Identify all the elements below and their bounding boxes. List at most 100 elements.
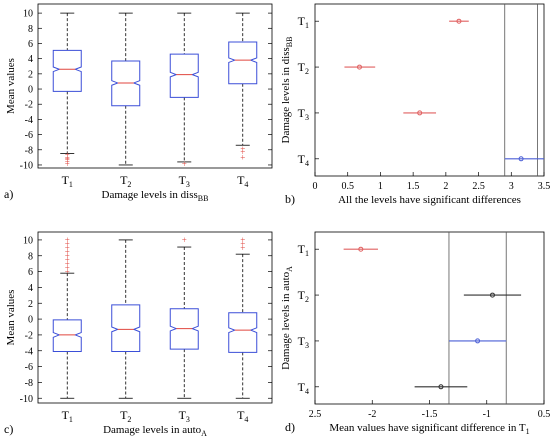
y-category-label: T1 (298, 14, 309, 30)
notched-box (228, 41, 258, 85)
x-tick-label: -1.5 (422, 409, 438, 420)
y-tick-label: -10 (20, 394, 33, 405)
y-category-label: T2 (298, 288, 309, 304)
y-axis-label-main: Damage levels in auto (280, 271, 292, 370)
y-category-label: T3 (298, 334, 309, 350)
y-tick-label: 6 (28, 39, 33, 50)
x-axis-label-main: Damage levels in auto (103, 424, 202, 436)
outlier-point: + (65, 243, 70, 253)
x-category-label-sub: 3 (186, 180, 190, 189)
x-tick-label: 2.5 (309, 409, 322, 420)
x-category-label: T3 (179, 173, 190, 189)
panel-label: c) (4, 422, 13, 436)
y-tick-label: 0 (28, 85, 33, 96)
x-axis-label: All the levels have significant differen… (338, 194, 521, 206)
x-tick-label: 1.5 (407, 181, 420, 192)
outlier-point: + (65, 155, 70, 165)
y-category-label-main: T (298, 152, 306, 166)
y-tick-label: 8 (28, 24, 33, 35)
x-category-label-sub: 3 (186, 415, 190, 424)
outlier-point: + (65, 159, 70, 169)
x-axis-label: Damage levels in dissBB (102, 189, 209, 203)
plot-area-frame (37, 231, 273, 404)
y-category-label: T4 (298, 152, 309, 168)
y-category-label-main: T (298, 106, 306, 120)
y-category-label: T1 (298, 242, 309, 258)
x-category-label-main: T (120, 173, 128, 187)
x-category-label-sub: 1 (69, 415, 73, 424)
y-tick-label: -10 (20, 160, 33, 171)
y-category-label-main: T (298, 60, 306, 74)
x-category-label-main: T (120, 408, 128, 422)
x-tick-label: 0.5 (341, 181, 354, 192)
x-category-label: T1 (62, 408, 73, 424)
outlier-point: + (240, 152, 245, 162)
y-category-label-main: T (298, 288, 306, 302)
outlier-point: + (65, 259, 70, 269)
notched-box (228, 312, 258, 353)
y-axis-label: Mean values (5, 290, 17, 346)
plot-area-frame (314, 3, 545, 177)
y-tick-label: 10 (23, 9, 33, 20)
y-category-label-main: T (298, 380, 306, 394)
x-axis-label-sub: BB (198, 194, 209, 203)
outlier-point: + (240, 243, 245, 253)
y-axis-label-sub: A (285, 266, 294, 272)
x-category-label-main: T (179, 173, 187, 187)
x-tick-label: -2 (368, 409, 376, 420)
outlier-point: + (65, 267, 70, 277)
outlier-point: + (65, 154, 70, 164)
x-tick-label: 2.5 (472, 181, 485, 192)
group-mean-marker (438, 384, 444, 390)
notched-box (111, 304, 141, 353)
x-category-label-sub: 1 (69, 180, 73, 189)
y-category-label-main: T (298, 14, 306, 28)
y-category-label-sub: 4 (305, 387, 309, 396)
outlier-point: + (65, 150, 70, 160)
y-category-label-sub: 3 (305, 341, 309, 350)
x-tick-label: 1 (378, 181, 383, 192)
outlier-point: + (65, 247, 70, 257)
x-axis-label-sub: A (201, 429, 207, 438)
notched-box (169, 308, 199, 350)
y-category-label-sub: 2 (305, 67, 309, 76)
x-category-label-sub: 4 (244, 180, 248, 189)
x-category-label-main: T (62, 173, 70, 187)
outlier-point: + (65, 152, 70, 162)
x-axis-label-sub: 1 (526, 427, 530, 436)
outlier-point: + (65, 239, 70, 249)
plot-area-frame (314, 231, 545, 405)
x-axis-label: Damage levels in autoA (103, 424, 207, 438)
x-tick-label: 0.5 (538, 409, 550, 420)
outlier-point: + (65, 251, 70, 261)
outlier-point: + (240, 235, 245, 245)
x-category-label: T2 (120, 173, 131, 189)
y-category-label-sub: 2 (305, 295, 309, 304)
group-mean-marker (518, 156, 524, 162)
y-category-label-sub: 4 (305, 159, 309, 168)
outlier-point: + (182, 235, 187, 245)
x-category-label-sub: 4 (244, 415, 248, 424)
y-category-label-sub: 1 (305, 249, 309, 258)
y-category-label-main: T (298, 334, 306, 348)
y-category-label: T4 (298, 380, 309, 396)
notched-box (169, 53, 199, 98)
x-category-label: T3 (179, 408, 190, 424)
outlier-point: + (182, 159, 187, 169)
x-tick-label: 3.5 (538, 181, 550, 192)
y-tick-label: 0 (28, 315, 33, 326)
group-mean-marker (358, 246, 364, 252)
outlier-point: + (65, 157, 70, 167)
x-tick-label: 0 (313, 181, 318, 192)
x-tick-label: -1 (483, 409, 491, 420)
y-tick-label: 4 (28, 54, 33, 65)
panel-label: d) (285, 420, 295, 434)
x-category-label-main: T (237, 173, 245, 187)
notched-box (111, 60, 141, 107)
y-category-label: T3 (298, 106, 309, 122)
x-category-label: T2 (120, 408, 131, 424)
y-category-label-sub: 3 (305, 113, 309, 122)
